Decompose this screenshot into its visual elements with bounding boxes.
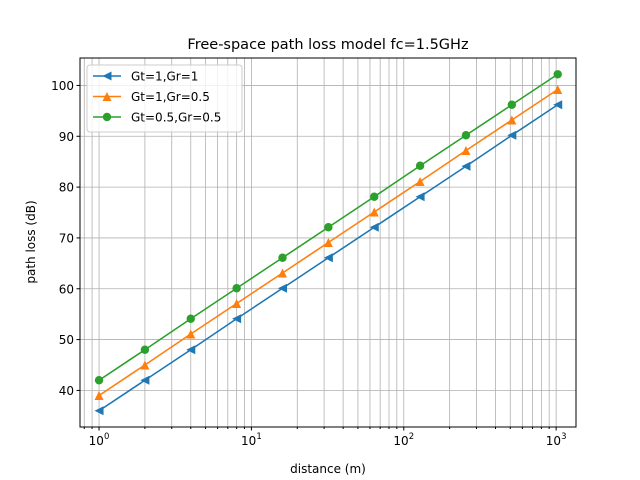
data-point [415, 161, 425, 170]
y-tick-label: 60 [59, 282, 74, 296]
data-point [94, 390, 104, 400]
y-tick-label: 50 [59, 333, 74, 347]
data-point [140, 345, 150, 354]
y-tick-label: 100 [51, 79, 74, 93]
data-point [278, 268, 288, 278]
data-point [232, 298, 242, 308]
data-point [186, 345, 196, 355]
data-point [369, 207, 379, 217]
legend-label: Gt=0.5,Gr=0.5 [131, 111, 221, 125]
plot-frame [79, 57, 577, 428]
legend-entry: Gt=1,Gr=0.5 [93, 90, 210, 104]
data-point [186, 314, 195, 323]
chart-title: Free-space path loss model fc=1.5GHz [187, 37, 468, 53]
data-point [369, 222, 379, 232]
series-1 [94, 100, 563, 416]
legend-marker [102, 112, 112, 122]
y-tick-label: 70 [59, 231, 74, 245]
data-point [323, 238, 333, 247]
data-point [278, 253, 287, 262]
data-point [553, 100, 563, 110]
legend: Gt=1,Gr=1 Gt=1,Gr=0.5 Gt=0.5,Gr=0.5 [86, 64, 243, 133]
legend-label: Gt=1,Gr=0.5 [131, 90, 210, 104]
legend-entry: Gt=1,Gr=1 [93, 70, 198, 84]
data-point [370, 192, 379, 201]
data-point [94, 406, 104, 416]
data-point [324, 223, 333, 232]
data-point [553, 85, 563, 95]
data-point [232, 314, 242, 324]
series-2 [94, 85, 563, 400]
data-point [140, 360, 150, 370]
data-point [461, 131, 471, 140]
data-point [278, 283, 288, 293]
data-point [507, 100, 517, 109]
data-point [461, 146, 471, 156]
x-tick-label: 100 [89, 432, 110, 448]
data-point [186, 329, 196, 339]
data-point [507, 115, 517, 125]
data-point [553, 70, 562, 79]
y-tick-label: 80 [59, 181, 74, 195]
legend-label: Gt=1,Gr=1 [131, 70, 198, 84]
legend-box [86, 64, 243, 133]
x-tick-label: 102 [393, 432, 414, 448]
data-point [140, 375, 150, 385]
axis-ticks: 100 101 102 103 40 50 60 70 80 90 100 [51, 79, 566, 448]
series-3 [94, 70, 562, 385]
x-tick-label: 103 [546, 432, 567, 448]
data-point [323, 253, 333, 263]
data-point [232, 284, 241, 293]
legend-entry: Gt=0.5,Gr=0.5 [93, 111, 221, 125]
y-axis-label: path loss (dB) [24, 200, 38, 283]
x-tick-label: 101 [241, 432, 262, 448]
legend-marker [102, 92, 112, 101]
data-point [415, 177, 425, 187]
legend-marker [102, 71, 112, 81]
x-axis-label: distance (m) [290, 462, 366, 476]
data-point [507, 130, 517, 140]
data-point [461, 161, 471, 171]
data-point [94, 376, 104, 385]
y-tick-label: 40 [59, 384, 74, 398]
y-tick-label: 90 [59, 130, 74, 144]
data-point [415, 192, 425, 202]
series-layer [94, 70, 563, 416]
